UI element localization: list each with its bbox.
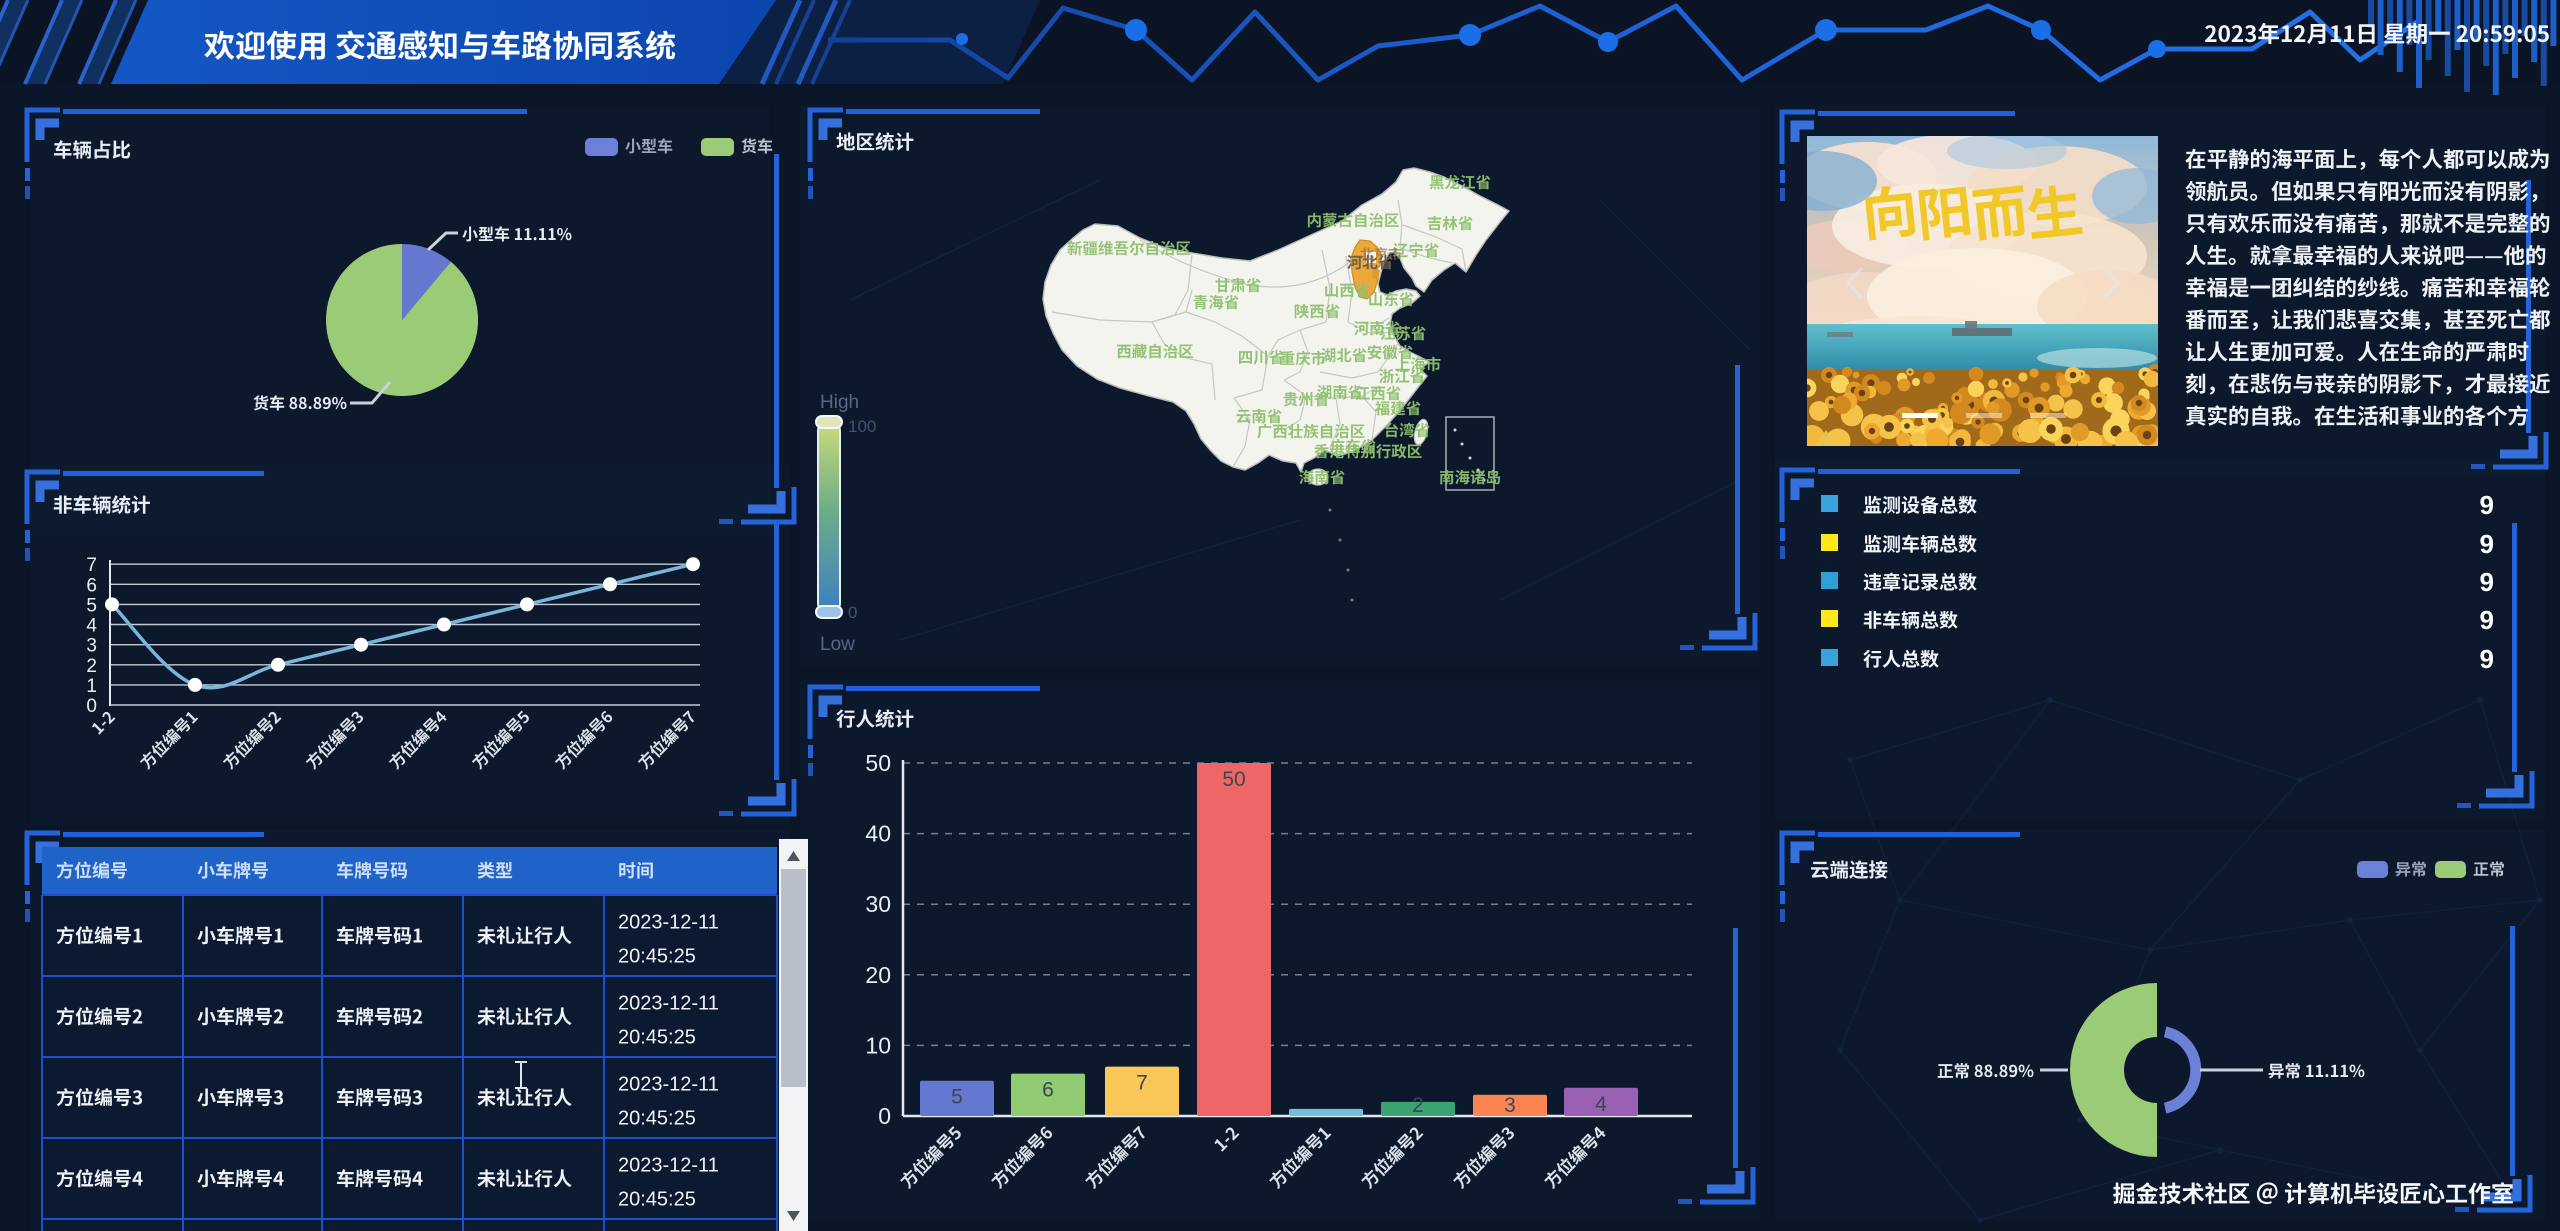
svg-text:50: 50 (1222, 768, 1245, 791)
svg-text:9: 9 (2480, 490, 2494, 520)
svg-text:Low: Low (820, 634, 855, 655)
svg-text:2: 2 (86, 656, 97, 677)
svg-text:9: 9 (2480, 605, 2494, 635)
svg-text:2023-12-11: 2023-12-11 (618, 912, 719, 934)
svg-text:7: 7 (86, 555, 97, 576)
svg-text:20:45:25: 20:45:25 (618, 1027, 696, 1049)
svg-text:20:45:25: 20:45:25 (618, 946, 696, 968)
svg-text:4: 4 (86, 616, 97, 637)
svg-text:0: 0 (86, 696, 97, 717)
svg-text:1: 1 (86, 676, 97, 697)
svg-text:6: 6 (1042, 1079, 1054, 1102)
svg-text:2023-12-11: 2023-12-11 (618, 1074, 719, 1096)
svg-text:50: 50 (865, 750, 891, 776)
svg-text:9: 9 (2480, 567, 2494, 597)
svg-text:9: 9 (2480, 529, 2494, 559)
svg-text:20: 20 (865, 962, 891, 988)
svg-text:High: High (820, 392, 859, 413)
svg-text:20:45:25: 20:45:25 (618, 1108, 696, 1130)
svg-text:6: 6 (86, 575, 97, 596)
svg-text:2023-12-11: 2023-12-11 (618, 993, 719, 1015)
svg-text:10: 10 (865, 1032, 891, 1058)
svg-text:30: 30 (865, 891, 891, 917)
svg-text:5: 5 (86, 595, 97, 616)
svg-text:3: 3 (86, 636, 97, 657)
svg-text:7: 7 (1136, 1072, 1148, 1095)
svg-text:4: 4 (1595, 1093, 1607, 1116)
svg-text:100: 100 (848, 417, 876, 436)
svg-text:5: 5 (951, 1086, 963, 1109)
svg-text:9: 9 (2480, 644, 2494, 674)
svg-text:3: 3 (1504, 1094, 1516, 1117)
svg-text:2: 2 (1412, 1094, 1424, 1117)
svg-text:0: 0 (878, 1103, 891, 1129)
svg-text:40: 40 (865, 821, 891, 847)
svg-text:0: 0 (848, 603, 857, 622)
svg-text:20:45:25: 20:45:25 (618, 1189, 696, 1211)
svg-text:2023-12-11: 2023-12-11 (618, 1155, 719, 1177)
